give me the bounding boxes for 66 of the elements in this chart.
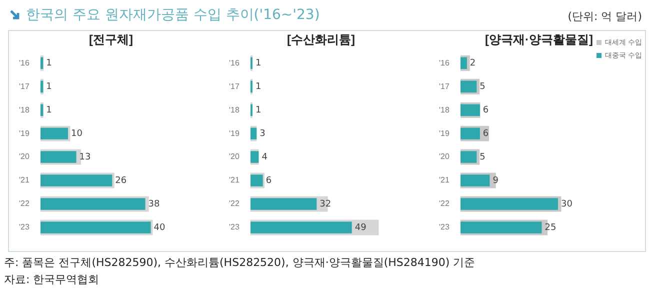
bar [460,80,477,92]
y-tick-label: '16 [228,58,240,68]
bar [460,222,542,234]
data-label: 26 [115,176,127,186]
bar [250,222,352,234]
y-tick-label: '21 [438,176,450,185]
y-tick-label: '16 [18,58,30,68]
y-tick-label: '23 [438,222,450,232]
y-tick-label: '21 [18,176,30,185]
y-tick-label: '18 [228,105,240,114]
data-label: 40 [154,222,166,233]
y-tick-label: '21 [228,176,240,185]
bar [40,198,146,210]
data-label: 25 [544,222,556,233]
bar [40,151,76,163]
y-tick-label: '18 [18,105,30,114]
data-label: 30 [560,199,573,210]
y-tick-label: '20 [228,152,240,162]
bar [250,198,317,210]
bar [460,198,558,210]
text: (단위: 억 달러) [568,9,642,24]
y-tick-label: '19 [438,128,450,138]
data-label: 49 [354,222,367,233]
chart-title: [수산화리튬] [287,32,355,47]
y-tick-label: '17 [228,82,240,91]
y-tick-label: '22 [18,199,30,208]
y-tick-label: '17 [18,82,30,91]
chart-title: [전구체] [89,32,133,47]
y-tick-label: '19 [18,128,30,138]
data-label: 1 [255,105,262,116]
data-label: 13 [79,152,91,162]
text: 주: 품목은 전구체(HS282590), 수산화리튬(HS282520), 양극재·양극활물질(HS284190) 기준 [4,255,476,270]
data-label: 6 [482,105,489,116]
y-tick-label: '22 [228,199,240,208]
data-label: 6 [482,128,489,139]
data-label: 5 [480,82,486,92]
data-label: 4 [262,152,268,162]
data-label: 1 [46,58,52,68]
y-tick-label: '20 [18,152,30,162]
data-label: 5 [480,152,486,162]
data-label: 3 [260,128,266,139]
y-tick-label: '23 [18,222,30,232]
data-label: 10 [71,128,83,139]
text: 한국의 주요 원자재가공품 수입 추이('16~'23) [26,6,320,24]
data-label: 32 [320,199,332,210]
chart-title: [양극재·양극활물질] [485,32,593,47]
y-tick-label: '16 [438,58,450,68]
y-tick-label: '23 [228,222,240,232]
bar [460,57,467,70]
data-label: 1 [46,82,52,92]
data-label: 2 [470,58,476,68]
data-label: 1 [46,105,52,116]
bar [460,174,490,186]
text: 자료: 한국무역협회 [4,272,100,287]
data-label: 6 [266,176,272,186]
data-label: 38 [148,199,160,210]
y-tick-label: '22 [438,199,450,208]
y-tick-label: '18 [438,105,450,114]
data-label: 1 [255,58,262,68]
bar [460,128,480,140]
bar [460,151,477,163]
y-tick-label: '19 [228,128,240,138]
y-tick-label: '20 [438,152,450,162]
data-label: 9 [492,176,499,186]
y-tick-label: '17 [438,82,450,91]
data-label: 1 [255,82,262,92]
